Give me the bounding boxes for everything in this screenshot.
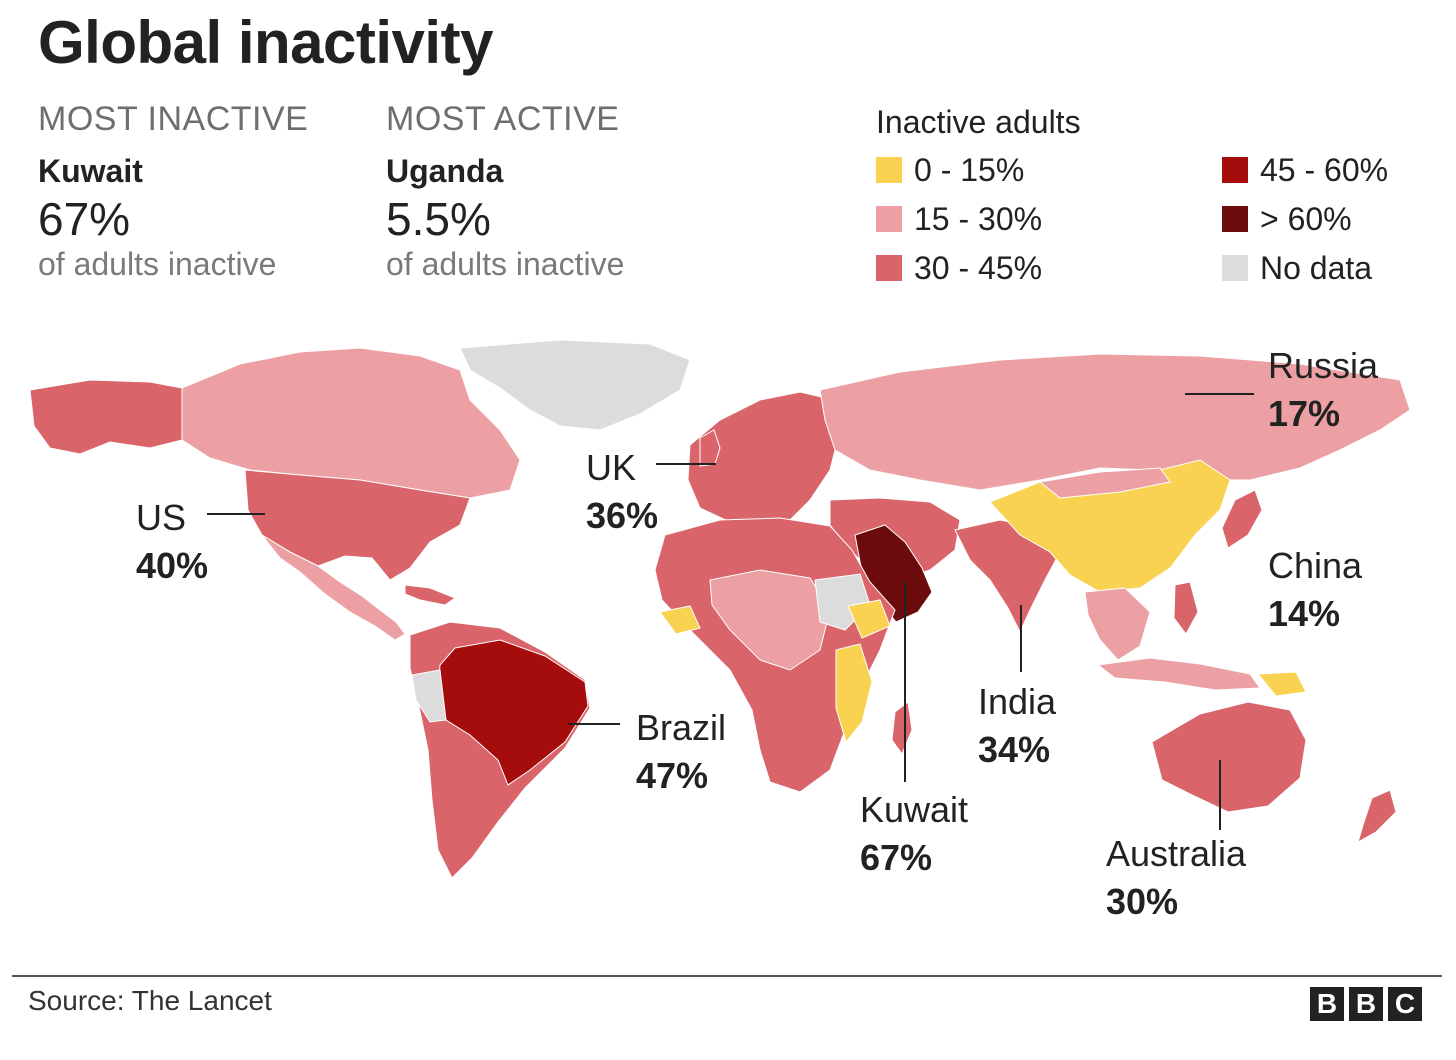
most-active-country: Uganda: [386, 153, 504, 189]
new-zealand-region: [1357, 789, 1397, 844]
most-inactive-country: Kuwait: [38, 153, 143, 189]
callout-australia-name: Australia: [1106, 833, 1247, 874]
callout-brazil: Brazil 47%: [636, 704, 726, 800]
ethiopia-region: [847, 599, 891, 639]
legend-title: Inactive adults: [876, 104, 1081, 140]
land-masses: [29, 339, 1411, 879]
japan-region: [1221, 489, 1263, 549]
most-inactive-sub: of adults inactive: [38, 246, 277, 282]
legend-label: No data: [1260, 249, 1373, 286]
callout-india-value: 34%: [978, 729, 1051, 770]
most-inactive-stat: MOST INACTIVE Kuwait 67% of adults inact…: [38, 100, 308, 283]
legend-label: 30 - 45%: [914, 249, 1043, 286]
legend-item-45-60: 45 - 60%: [1222, 151, 1389, 188]
callout-uk: UK 36%: [586, 444, 658, 540]
west-africa-region: [659, 605, 701, 635]
legend-swatch: [1222, 157, 1248, 183]
legend-item-0-15: 0 - 15%: [876, 151, 1025, 188]
callout-russia: Russia 17%: [1268, 342, 1378, 438]
most-active-stat: MOST ACTIVE Uganda 5.5% of adults inacti…: [386, 100, 624, 283]
legend-label: 0 - 15%: [914, 151, 1025, 188]
callout-kuwait-name: Kuwait: [860, 789, 969, 830]
europe-region: [687, 391, 841, 531]
legend-swatch: [1222, 255, 1248, 281]
mexico-region: [261, 534, 406, 641]
callout-russia-name: Russia: [1268, 345, 1379, 386]
most-inactive-value: 67%: [38, 193, 131, 245]
callout-india-name: India: [978, 681, 1057, 722]
callout-kuwait: Kuwait 67%: [860, 786, 968, 882]
most-active-value: 5.5%: [386, 193, 491, 245]
legend-item-no-data: No data: [1222, 249, 1373, 286]
callout-us-value: 40%: [136, 545, 209, 586]
east-africa-region: [835, 643, 873, 744]
uk-region: [699, 429, 721, 467]
greenland-region: [459, 339, 691, 431]
legend-label: 45 - 60%: [1260, 151, 1389, 188]
callout-india: India 34%: [978, 678, 1056, 774]
callout-uk-value: 36%: [586, 495, 659, 536]
callout-russia-value: 17%: [1268, 393, 1341, 434]
callout-us: US 40%: [136, 494, 208, 590]
legend-swatch: [876, 157, 902, 183]
callout-china-value: 14%: [1268, 593, 1341, 634]
canada-region: [181, 347, 521, 499]
callout-australia-value: 30%: [1106, 881, 1179, 922]
bbc-logo-letter: B: [1310, 987, 1344, 1021]
philippines-region: [1173, 581, 1199, 635]
no-data-patch-south-america: [411, 669, 447, 723]
legend-swatch: [876, 255, 902, 281]
callout-kuwait-value: 67%: [860, 837, 933, 878]
mongolia-region: [1038, 467, 1171, 499]
bbc-logo-letter: C: [1388, 987, 1422, 1021]
chart-title: Global inactivity: [38, 9, 493, 76]
callout-australia: Australia 30%: [1106, 830, 1246, 926]
world-map: [29, 339, 1411, 879]
callout-brazil-name: Brazil: [636, 707, 727, 748]
most-inactive-label: MOST INACTIVE: [38, 100, 309, 138]
legend-item-30-45: 30 - 45%: [876, 249, 1043, 286]
bbc-logo: B B C: [1310, 987, 1422, 1021]
legend-label: > 60%: [1260, 200, 1352, 237]
australia-region: [1151, 701, 1307, 813]
most-active-sub: of adults inactive: [386, 246, 625, 282]
callout-us-name: US: [136, 497, 187, 538]
caribbean-region: [404, 584, 457, 606]
most-active-label: MOST ACTIVE: [386, 100, 620, 138]
indonesia-region: [1096, 657, 1261, 691]
source-text: Source: The Lancet: [28, 985, 272, 1016]
bbc-logo-letter: B: [1349, 987, 1383, 1021]
callout-china: China 14%: [1268, 542, 1362, 638]
callout-brazil-value: 47%: [636, 755, 709, 796]
callout-uk-name: UK: [586, 447, 637, 488]
footer-rule: [12, 975, 1442, 977]
papua-region: [1256, 671, 1307, 697]
legend-label: 15 - 30%: [914, 200, 1043, 237]
central-africa-region: [709, 569, 831, 671]
legend-swatch: [1222, 206, 1248, 232]
legend-swatch: [876, 206, 902, 232]
legend-item-over-60: > 60%: [1222, 200, 1352, 237]
southeast-asia-region: [1084, 587, 1151, 661]
russia-region: [819, 353, 1411, 491]
alaska-region: [29, 379, 183, 455]
callout-china-name: China: [1268, 545, 1363, 586]
legend-item-15-30: 15 - 30%: [876, 200, 1043, 237]
